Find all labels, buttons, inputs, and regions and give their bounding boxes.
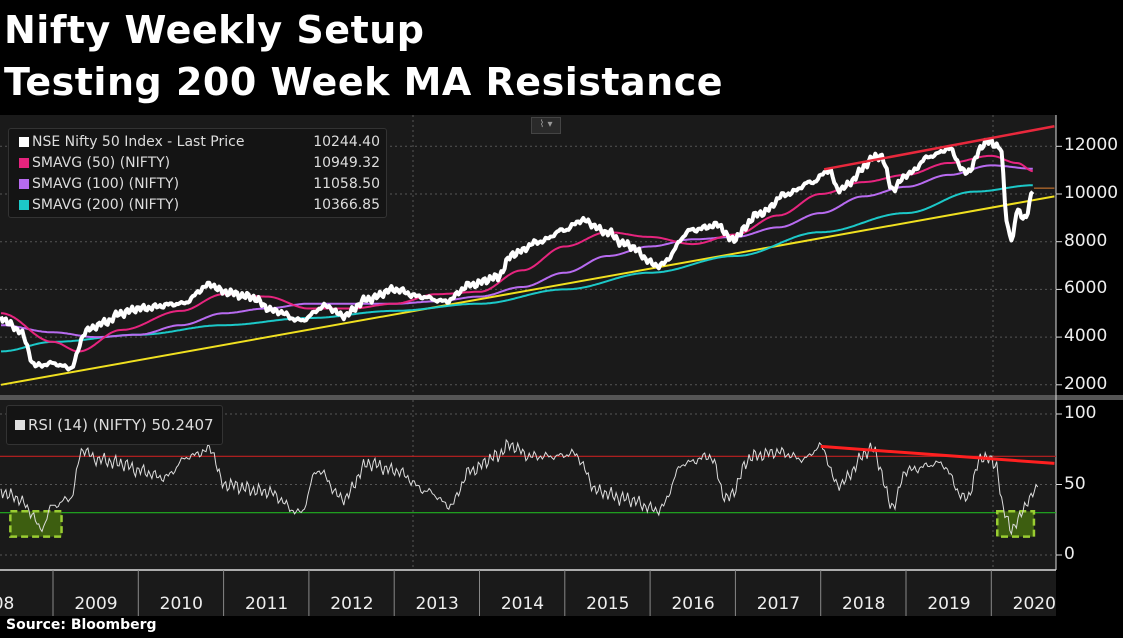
line-chart-icon: ⌇ ▾	[539, 119, 553, 130]
x-tick-label: 2012	[330, 594, 374, 614]
rsi-line	[0, 438, 1039, 536]
x-tick-label: 2019	[927, 594, 971, 614]
legend-label: NSE Nifty 50 Index - Last Price	[32, 133, 245, 150]
y-tick-label: 8000	[1064, 230, 1108, 251]
y-tick-label: 12000	[1064, 135, 1119, 156]
legend-label: RSI (14) (NIFTY)	[28, 416, 147, 434]
panel-divider	[0, 395, 1123, 400]
legend-value: 10244.40	[313, 133, 380, 150]
rsi-legend: RSI (14) (NIFTY) 50.2407	[6, 405, 223, 445]
legend-value: 10366.85	[313, 196, 380, 213]
rsi-resistance-trendline	[820, 444, 1055, 465]
chart-type-button[interactable]: ⌇ ▾	[531, 117, 561, 134]
legend-item: SMAVG (50) (NIFTY) 10949.32	[19, 152, 380, 173]
x-tick-label: 2009	[74, 594, 118, 614]
support-trendline	[0, 195, 1055, 386]
x-tick-label: 2008	[0, 594, 15, 614]
y-tick-label: 0	[1064, 544, 1075, 564]
x-axis-strip	[0, 570, 1056, 616]
y-tick-label: 10000	[1064, 183, 1119, 203]
legend-label: SMAVG (100) (NIFTY)	[32, 175, 180, 192]
sma-line-2	[1, 164, 1033, 339]
legend-item: NSE Nifty 50 Index - Last Price 10244.40	[19, 131, 380, 152]
legend-label: SMAVG (200) (NIFTY)	[32, 196, 180, 213]
x-tick-label: 2010	[159, 594, 203, 614]
chart-title: Nifty Weekly Setup	[4, 8, 425, 52]
x-tick-label: 2015	[586, 594, 630, 614]
x-tick-label: 2014	[500, 594, 545, 614]
y-tick-label: 100	[1064, 403, 1097, 423]
resistance-trendline	[823, 125, 1055, 171]
y-tick-label: 6000	[1064, 278, 1108, 299]
legend-item: SMAVG (200) (NIFTY) 10366.85	[19, 194, 380, 215]
x-tick-label: 2016	[671, 594, 715, 614]
oversold-box-2008	[9, 510, 63, 538]
oversold-box-2020	[996, 510, 1036, 538]
sma-line-1	[1, 154, 1034, 353]
y-tick-label: 2000	[1064, 373, 1108, 394]
x-tick-label: 2018	[842, 594, 886, 614]
legend-swatch	[15, 420, 25, 430]
x-tick-label: 2020	[1012, 594, 1056, 614]
sma-line-3	[1, 184, 1033, 353]
legend-value: 50.2407	[151, 416, 214, 434]
legend-swatch	[19, 199, 29, 210]
legend-label: SMAVG (50) (NIFTY)	[32, 154, 171, 171]
legend-item: SMAVG (100) (NIFTY) 11058.50	[19, 173, 380, 194]
price-legend: NSE Nifty 50 Index - Last Price 10244.40 …	[8, 128, 387, 218]
chart-subtitle: Testing 200 Week MA Resistance	[4, 60, 724, 104]
legend-value: 10949.32	[313, 154, 380, 171]
price-line	[0, 137, 1035, 372]
x-tick-label: 2017	[756, 594, 801, 614]
legend-swatch	[19, 157, 29, 168]
legend-value: 11058.50	[313, 175, 380, 192]
source-note: Source: Bloomberg	[6, 617, 157, 633]
legend-swatch	[19, 178, 29, 189]
y-tick-label: 4000	[1064, 326, 1108, 347]
x-tick-label: 2011	[244, 594, 289, 614]
x-tick-label: 2013	[415, 594, 459, 614]
y-tick-label: 50	[1064, 473, 1086, 494]
legend-swatch	[19, 136, 29, 147]
